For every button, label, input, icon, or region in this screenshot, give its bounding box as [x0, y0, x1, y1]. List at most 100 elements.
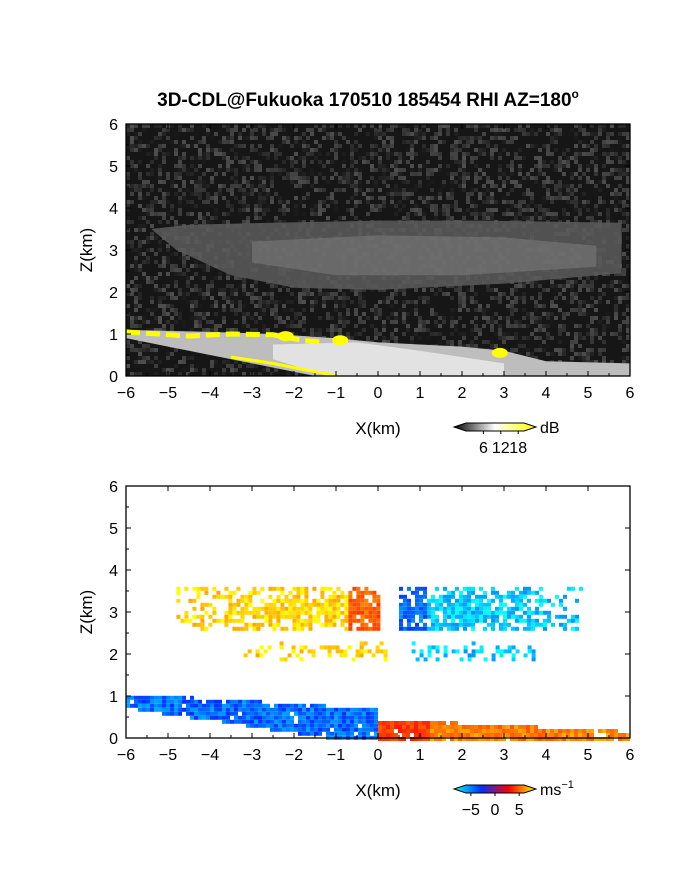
- noise-cell: [190, 192, 194, 196]
- noise-cell: [618, 336, 622, 340]
- noise-cell: [610, 192, 614, 196]
- velocity-cell: [234, 711, 238, 716]
- noise-cell: [626, 156, 630, 160]
- noise-cell: [374, 308, 378, 312]
- noise-cell: [258, 196, 262, 200]
- velocity-cell: [256, 626, 261, 631]
- velocity-cell: [475, 598, 479, 603]
- velocity-cell: [214, 707, 218, 712]
- velocity-cell: [382, 729, 386, 733]
- noise-cell: [438, 288, 442, 292]
- velocity-cell: [348, 598, 353, 603]
- noise-cell: [254, 284, 258, 288]
- colorbar-tick-label: 18: [509, 440, 527, 457]
- velocity-cell: [430, 733, 434, 737]
- noise-cell: [334, 308, 338, 312]
- noise-cell: [294, 196, 298, 200]
- noise-cell: [518, 180, 522, 184]
- noise-cell: [474, 176, 478, 180]
- velocity-cell: [364, 610, 369, 615]
- velocity-cell: [475, 618, 479, 623]
- high-intensity-patch: [277, 331, 294, 342]
- noise-cell: [354, 324, 358, 328]
- noise-cell: [338, 304, 342, 308]
- noise-cell: [594, 220, 598, 224]
- noise-cell: [346, 176, 350, 180]
- noise-cell: [170, 264, 174, 268]
- noise-cell: [382, 340, 386, 344]
- velocity-cell: [216, 618, 221, 623]
- velocity-cell: [154, 695, 158, 700]
- noise-cell: [278, 208, 282, 212]
- noise-cell: [562, 132, 566, 136]
- velocity-cell: [360, 626, 365, 631]
- velocity-cell: [455, 622, 459, 627]
- noise-cell: [602, 360, 606, 364]
- noise-cell: [146, 180, 150, 184]
- noise-cell: [602, 316, 606, 320]
- noise-cell: [490, 128, 494, 132]
- noise-cell: [366, 180, 370, 184]
- noise-cell: [382, 200, 386, 204]
- noise-cell: [298, 324, 302, 328]
- noise-cell: [242, 204, 246, 208]
- noise-cell: [302, 180, 306, 184]
- noise-cell: [482, 216, 486, 220]
- velocity-cell: [214, 703, 218, 708]
- velocity-cell: [499, 606, 503, 611]
- velocity-cell: [222, 707, 226, 712]
- velocity-cell: [352, 586, 357, 591]
- noise-cell: [594, 328, 598, 332]
- noise-cell: [562, 328, 566, 332]
- noise-cell: [174, 364, 178, 368]
- noise-cell: [626, 320, 630, 324]
- velocity-cell: [463, 626, 467, 631]
- velocity-cell: [531, 653, 536, 658]
- noise-cell: [290, 164, 294, 168]
- noise-cell: [310, 152, 314, 156]
- noise-cell: [610, 172, 614, 176]
- noise-cell: [546, 196, 550, 200]
- noise-cell: [174, 252, 178, 256]
- noise-cell: [410, 200, 414, 204]
- noise-cell: [570, 192, 574, 196]
- noise-cell: [146, 248, 150, 252]
- velocity-cell: [340, 618, 345, 623]
- noise-cell: [450, 152, 454, 156]
- noise-cell: [310, 212, 314, 216]
- noise-cell: [338, 316, 342, 320]
- noise-cell: [518, 128, 522, 132]
- noise-cell: [390, 140, 394, 144]
- velocity-cell: [483, 606, 487, 611]
- noise-cell: [394, 316, 398, 320]
- noise-cell: [374, 132, 378, 136]
- noise-cell: [394, 204, 398, 208]
- noise-cell: [130, 344, 134, 348]
- noise-cell: [354, 184, 358, 188]
- velocity-cell: [150, 703, 154, 708]
- noise-cell: [550, 316, 554, 320]
- noise-cell: [378, 176, 382, 180]
- velocity-cell: [479, 649, 484, 654]
- noise-cell: [606, 300, 610, 304]
- noise-cell: [394, 292, 398, 296]
- velocity-cell: [210, 703, 214, 708]
- noise-cell: [486, 176, 490, 180]
- velocity-cell: [427, 602, 431, 607]
- noise-cell: [614, 272, 618, 276]
- noise-cell: [126, 172, 130, 176]
- noise-cell: [126, 344, 130, 348]
- noise-cell: [614, 196, 618, 200]
- noise-cell: [542, 328, 546, 332]
- velocity-cell: [158, 695, 162, 700]
- velocity-cell: [212, 586, 217, 591]
- velocity-cell: [430, 737, 434, 741]
- noise-cell: [322, 208, 326, 212]
- velocity-cell: [439, 598, 443, 603]
- noise-cell: [422, 320, 426, 324]
- noise-cell: [606, 312, 610, 316]
- noise-cell: [394, 164, 398, 168]
- velocity-cell: [622, 733, 626, 737]
- velocity-cell: [356, 626, 361, 631]
